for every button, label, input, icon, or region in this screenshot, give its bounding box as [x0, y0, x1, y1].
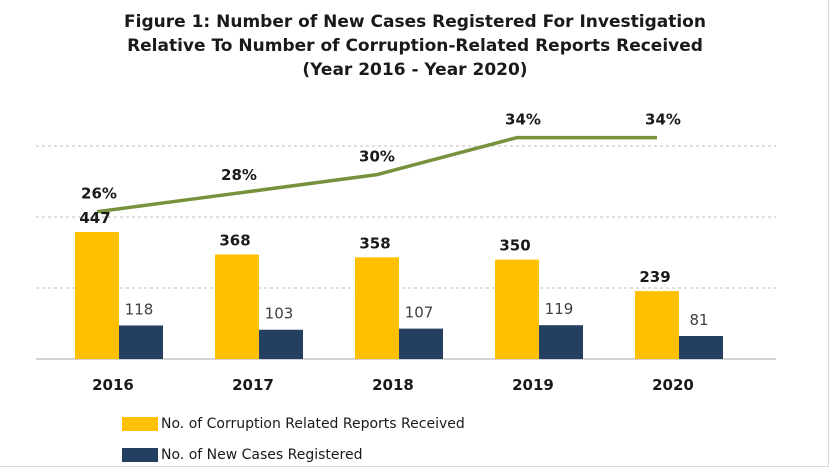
data-labels: 447 118 368 103 358 107 350 119 239 81 26% 28% 30% 34…	[79, 111, 708, 329]
bar-reports-2019	[495, 259, 539, 359]
ratio-label-2019: 34%	[505, 111, 541, 129]
x-tick-label-2018: 2018	[372, 376, 414, 394]
legend-item-cases: No. of New Cases Registered	[122, 445, 362, 465]
data-label-cases-2016: 118	[125, 300, 154, 318]
bar-reports-2018	[355, 257, 399, 359]
data-label-reports-2017: 368	[219, 231, 250, 249]
legend-swatch-reports	[122, 417, 158, 431]
bar-cases-2018	[399, 328, 443, 359]
chart-title-line-3: (Year 2016 - Year 2020)	[302, 60, 528, 80]
x-tick-label-2017: 2017	[232, 376, 274, 394]
bars	[75, 232, 723, 359]
x-tick-label-2020: 2020	[652, 376, 694, 394]
x-tick-label-2016: 2016	[92, 376, 134, 394]
legend-label-cases: No. of New Cases Registered	[161, 447, 363, 463]
data-label-cases-2020: 81	[689, 311, 708, 329]
data-label-reports-2020: 239	[639, 268, 670, 286]
bar-cases-2016	[119, 325, 163, 359]
ratio-line	[96, 135, 657, 214]
ratio-label-2020: 34%	[645, 111, 681, 129]
chart-title-line-1: Figure 1: Number of New Cases Registered…	[124, 12, 706, 32]
ratio-label-2016: 26%	[81, 185, 117, 203]
legend-item-reports: No. of Corruption Related Reports Receiv…	[122, 414, 465, 434]
legend-swatch-cases	[122, 448, 158, 462]
ratio-line-path	[96, 135, 657, 214]
data-label-reports-2018: 358	[359, 234, 390, 252]
ratio-label-2018: 30%	[359, 148, 395, 166]
bar-cases-2019	[539, 325, 583, 359]
data-label-cases-2018: 107	[405, 304, 434, 322]
chart-title-line-2: Relative To Number of Corruption-Related…	[127, 36, 703, 56]
data-label-reports-2019: 350	[499, 237, 530, 255]
data-label-cases-2019: 119	[545, 300, 574, 318]
data-label-reports-2016: 447	[79, 209, 110, 227]
bar-cases-2020	[679, 335, 723, 359]
bar-reports-2020	[635, 291, 679, 359]
data-label-cases-2017: 103	[265, 305, 294, 323]
bar-reports-2016	[75, 232, 119, 359]
bar-cases-2017	[259, 329, 303, 359]
legend-label-reports: No. of Corruption Related Reports Receiv…	[161, 416, 465, 432]
x-axis: 2016 2017 2018 2019 2020	[92, 376, 694, 394]
bar-reports-2017	[215, 254, 259, 359]
ratio-label-2017: 28%	[221, 166, 257, 184]
x-tick-label-2019: 2019	[512, 376, 554, 394]
